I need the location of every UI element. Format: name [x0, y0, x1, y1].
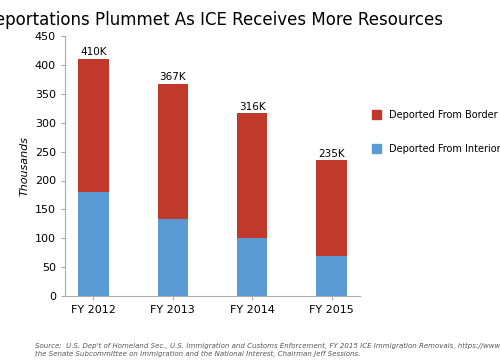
Bar: [158, 219, 188, 296]
Text: 367K: 367K: [160, 72, 186, 82]
Text: Source:  U.S. Dep't of Homeland Sec., U.S. Immigration and Customs Enforcement, : Source: U.S. Dep't of Homeland Sec., U.S…: [35, 343, 500, 357]
Y-axis label: Thousands: Thousands: [20, 136, 30, 196]
Title: Deportations Plummet As ICE Receives More Resources: Deportations Plummet As ICE Receives Mor…: [0, 11, 443, 29]
Bar: [237, 238, 267, 296]
Bar: [78, 59, 108, 192]
Text: 410K: 410K: [80, 47, 106, 57]
Bar: [316, 160, 346, 256]
Text: 235K: 235K: [318, 148, 345, 158]
Bar: [78, 192, 108, 296]
Bar: [316, 256, 346, 296]
Bar: [158, 84, 188, 219]
Legend: Deported From Border, Deported From Interior: Deported From Border, Deported From Inte…: [368, 106, 500, 158]
Bar: [237, 113, 267, 238]
Text: 316K: 316K: [239, 102, 266, 112]
